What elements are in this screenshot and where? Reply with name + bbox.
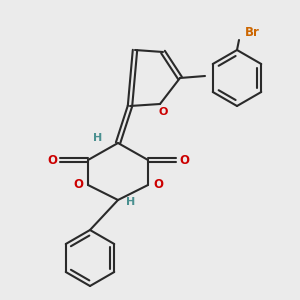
Text: Br: Br xyxy=(245,26,260,38)
Text: O: O xyxy=(158,107,168,117)
Text: O: O xyxy=(47,154,57,166)
Text: O: O xyxy=(153,178,163,191)
Text: H: H xyxy=(126,197,136,207)
Text: H: H xyxy=(93,133,103,143)
Text: O: O xyxy=(179,154,189,166)
Text: O: O xyxy=(73,178,83,191)
